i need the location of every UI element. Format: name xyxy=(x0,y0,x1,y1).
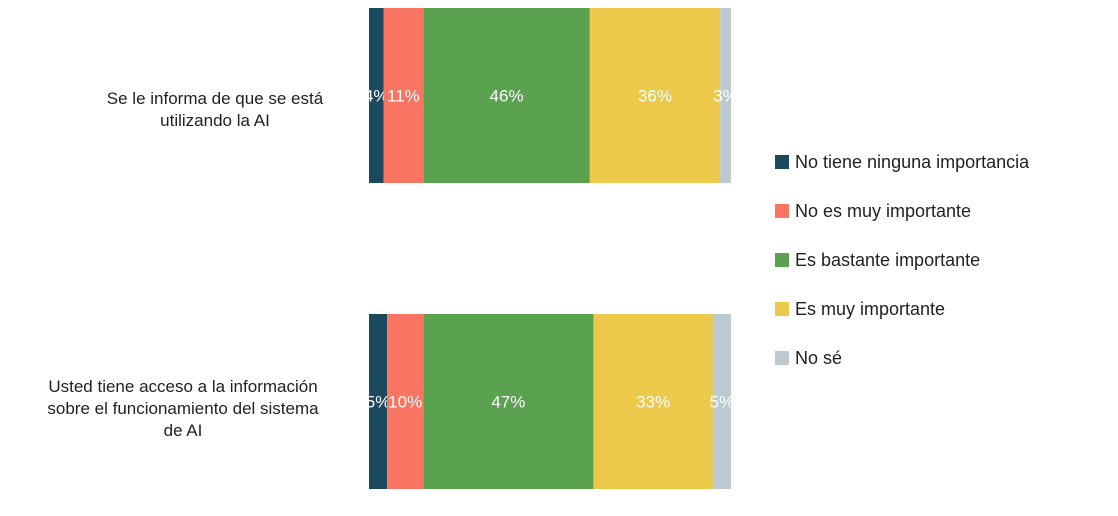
chart-legend: No tiene ninguna importancia No es muy i… xyxy=(775,150,1029,395)
legend-item-4: No sé xyxy=(775,346,1029,370)
legend-swatch-4 xyxy=(775,351,789,365)
data-label-0-0: 4% xyxy=(364,87,389,106)
legend-label-3: Es muy importante xyxy=(795,298,946,319)
bar-segment-1-3 xyxy=(593,314,713,489)
category-label-0: Se le informa de que se está utilizando … xyxy=(45,88,385,132)
category-label-0-line-1: utilizando la AI xyxy=(160,111,270,130)
bar-segment-1-2 xyxy=(423,314,594,489)
legend-label-1: No es muy importante xyxy=(795,200,972,221)
data-label-1-2: 47% xyxy=(491,393,525,412)
legend-label-0: No tiene ninguna importancia xyxy=(795,151,1030,172)
data-label-0-4: 3% xyxy=(713,87,738,106)
legend-label-4: No sé xyxy=(795,347,843,368)
category-label-1-line-2: de AI xyxy=(163,421,203,440)
legend-swatch-2 xyxy=(775,253,789,267)
data-label-0-1: 11% xyxy=(387,87,420,106)
bar-segment-1-4 xyxy=(712,314,731,489)
bar-segment-0-1 xyxy=(383,8,424,183)
bar-segment-0-4 xyxy=(720,8,731,183)
legend-swatch-0 xyxy=(775,155,789,169)
legend-item-1: No es muy importante xyxy=(775,199,1029,223)
legend-item-2: Es bastante importante xyxy=(775,248,1029,272)
bar-segment-0-2 xyxy=(423,8,590,183)
legend-swatch-3 xyxy=(775,302,789,316)
data-label-1-4: 5% xyxy=(710,393,735,412)
bar-segment-1-1 xyxy=(387,314,424,489)
category-label-0-line-0: Se le informa de que se está xyxy=(106,89,324,108)
data-label-0-2: 46% xyxy=(490,87,524,106)
category-label-1: Usted tiene acceso a la información sobr… xyxy=(13,376,353,442)
bar-segment-0-0 xyxy=(369,8,384,183)
bar-segment-0-3 xyxy=(589,8,721,183)
legend-item-3: Es muy importante xyxy=(775,297,1029,321)
bar-segment-1-0 xyxy=(369,314,388,489)
legend-label-2: Es bastante importante xyxy=(795,249,981,270)
legend-swatch-1 xyxy=(775,204,789,218)
category-label-1-line-0: Usted tiene acceso a la información xyxy=(48,377,318,396)
data-label-1-0: 5% xyxy=(366,393,391,412)
category-label-1-line-1: sobre el funcionamiento del sistema xyxy=(47,399,319,418)
legend-item-0: No tiene ninguna importancia xyxy=(775,150,1029,174)
data-label-1-1: 10% xyxy=(388,393,422,412)
data-label-1-3: 33% xyxy=(636,393,670,412)
data-label-0-3: 36% xyxy=(638,87,672,106)
